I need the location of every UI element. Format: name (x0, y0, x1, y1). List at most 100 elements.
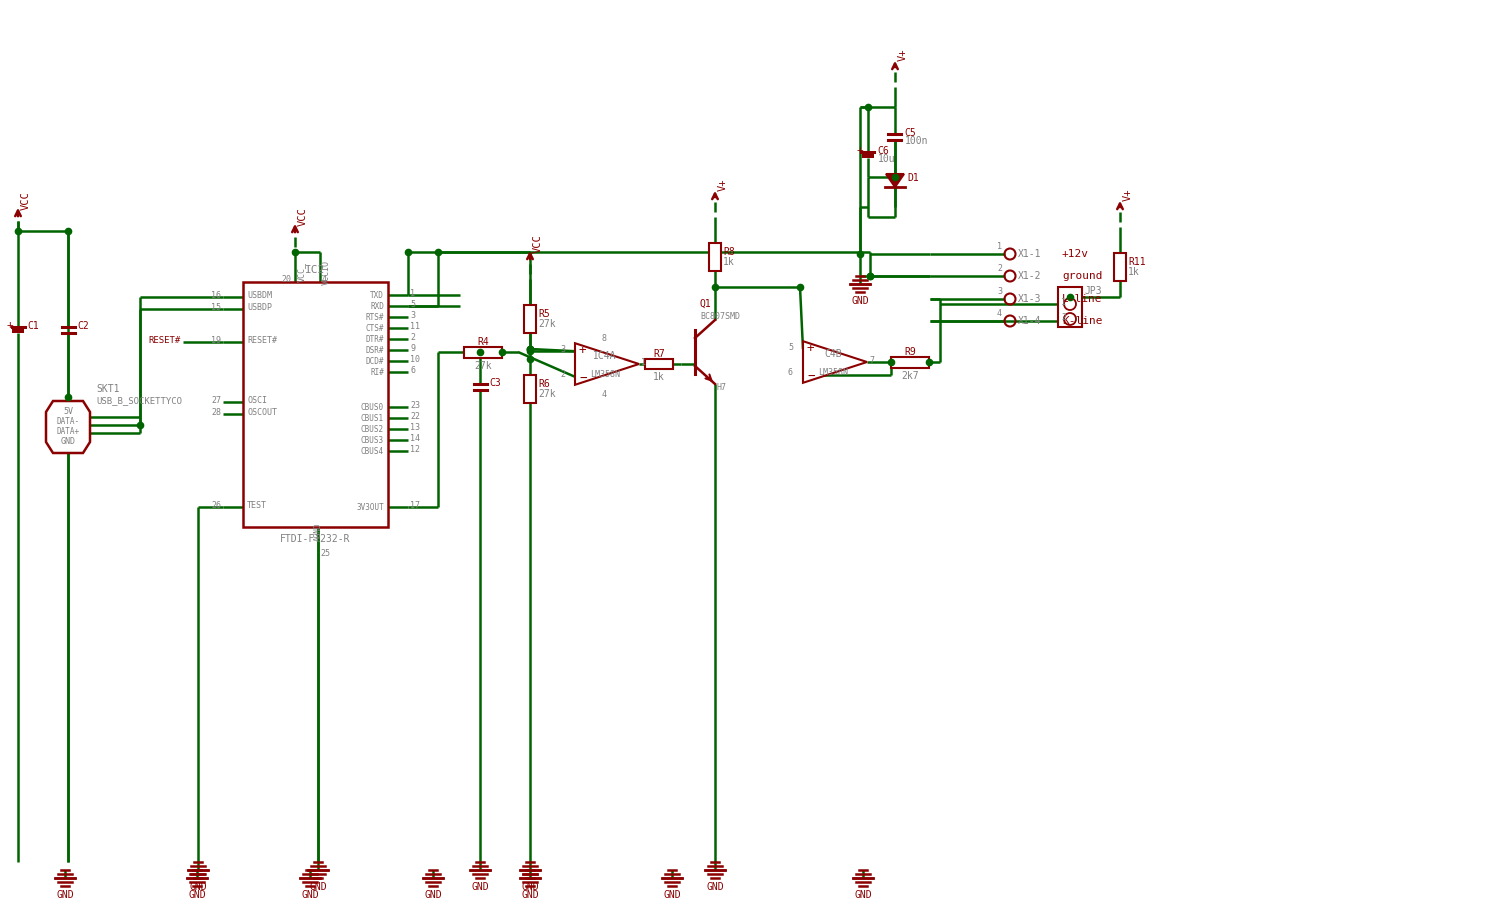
Text: CBUS3: CBUS3 (361, 436, 384, 445)
Text: X1-1: X1-1 (1018, 249, 1042, 259)
Text: 3: 3 (996, 286, 1002, 295)
Text: 3: 3 (410, 311, 414, 319)
Text: CBUS0: CBUS0 (361, 403, 384, 412)
Text: LM358N: LM358N (818, 368, 848, 377)
Text: VCCIO: VCCIO (322, 260, 331, 284)
Polygon shape (886, 174, 904, 187)
Text: 2: 2 (1061, 313, 1066, 322)
Text: R4: R4 (478, 337, 488, 347)
Text: R6: R6 (538, 379, 550, 389)
Text: SKT1: SKT1 (95, 384, 119, 394)
Text: C1: C1 (27, 321, 39, 331)
Bar (646, 359, 673, 369)
Text: 27k: 27k (538, 319, 555, 329)
Text: CBUS4: CBUS4 (361, 447, 384, 456)
Text: +: + (807, 342, 815, 355)
Text: 10u: 10u (877, 154, 895, 164)
Text: FTDI-FT232-R: FTDI-FT232-R (280, 534, 351, 544)
Text: 2: 2 (559, 370, 565, 380)
Bar (464, 347, 502, 358)
Text: 2k7: 2k7 (901, 370, 919, 381)
Text: CTS#: CTS# (366, 324, 384, 333)
Text: L-line: L-line (1061, 294, 1102, 304)
Text: GND: GND (308, 882, 327, 892)
Text: X1-4: X1-4 (1018, 316, 1042, 326)
Text: 28: 28 (212, 407, 221, 416)
Text: 1k: 1k (1128, 267, 1140, 277)
Text: GND: GND (522, 882, 538, 892)
Bar (525, 375, 535, 403)
Text: OSCOUT: OSCOUT (246, 407, 277, 416)
Text: −: − (807, 370, 815, 383)
Text: 6: 6 (788, 369, 792, 377)
Text: 1k: 1k (723, 257, 735, 267)
Text: GND: GND (60, 436, 76, 446)
Polygon shape (575, 343, 640, 385)
Text: H7: H7 (717, 382, 727, 392)
Text: USBDM: USBDM (246, 291, 272, 300)
Text: RESET#: RESET# (246, 336, 277, 345)
Text: +: + (579, 344, 587, 357)
Text: 4: 4 (602, 391, 606, 399)
Text: 23: 23 (410, 401, 420, 410)
Text: +: + (6, 320, 14, 330)
Text: 1: 1 (1061, 297, 1066, 306)
Text: C3: C3 (490, 378, 502, 388)
Text: V+: V+ (1123, 189, 1132, 201)
Text: 13: 13 (410, 423, 420, 432)
Bar (12, 327, 24, 333)
Text: CBUS2: CBUS2 (361, 425, 384, 434)
Text: JP3: JP3 (1084, 286, 1102, 296)
Text: 8: 8 (602, 334, 606, 343)
Text: GND: GND (425, 890, 442, 900)
Text: V+: V+ (898, 49, 909, 61)
Text: R7: R7 (653, 349, 665, 359)
Text: BC807SMD: BC807SMD (700, 312, 739, 321)
Text: LM358N: LM358N (590, 370, 620, 379)
Text: 1k: 1k (653, 372, 665, 382)
Text: AGND: AGND (314, 523, 324, 541)
Text: 3V3OUT: 3V3OUT (357, 503, 384, 512)
Text: TEST: TEST (246, 501, 268, 510)
Text: GND: GND (301, 890, 319, 900)
Text: R5: R5 (538, 309, 550, 319)
Text: 3: 3 (559, 345, 565, 354)
Text: ground: ground (1061, 271, 1102, 281)
Bar (709, 243, 721, 271)
Bar (1114, 253, 1126, 281)
Text: VCC: VCC (534, 235, 543, 253)
Text: C4B: C4B (824, 349, 842, 359)
Text: IC2: IC2 (305, 265, 325, 275)
Text: 25: 25 (321, 549, 330, 558)
Text: 20: 20 (281, 274, 290, 283)
Text: 14: 14 (410, 434, 420, 443)
Text: R9: R9 (904, 347, 916, 357)
Text: CBUS1: CBUS1 (361, 414, 384, 423)
Text: 1: 1 (410, 289, 414, 297)
Text: C2: C2 (77, 321, 89, 331)
Polygon shape (803, 341, 866, 382)
Text: C6: C6 (877, 146, 889, 156)
Text: V+: V+ (718, 179, 727, 192)
Text: 26: 26 (212, 501, 221, 510)
Bar (525, 305, 535, 333)
Bar (243, 282, 389, 527)
Text: DTR#: DTR# (366, 335, 384, 344)
Text: 22: 22 (410, 412, 420, 421)
Text: 1: 1 (996, 241, 1002, 250)
Text: Q1: Q1 (700, 299, 712, 309)
Text: 2: 2 (996, 263, 1002, 272)
Text: R11: R11 (1128, 257, 1146, 267)
Text: 16: 16 (212, 291, 221, 300)
Text: 6: 6 (410, 366, 414, 374)
Text: USB_B_SOCKETTYCO: USB_B_SOCKETTYCO (95, 396, 181, 405)
Text: K-line: K-line (1061, 316, 1102, 326)
Text: OSCI: OSCI (246, 395, 268, 404)
Bar (862, 152, 874, 158)
Bar (1058, 287, 1083, 327)
Text: D1: D1 (907, 173, 919, 183)
Text: X1-3: X1-3 (1018, 294, 1042, 304)
Text: IC4A: IC4A (593, 351, 617, 361)
Text: R8: R8 (723, 247, 735, 257)
Text: 100n: 100n (904, 136, 928, 146)
